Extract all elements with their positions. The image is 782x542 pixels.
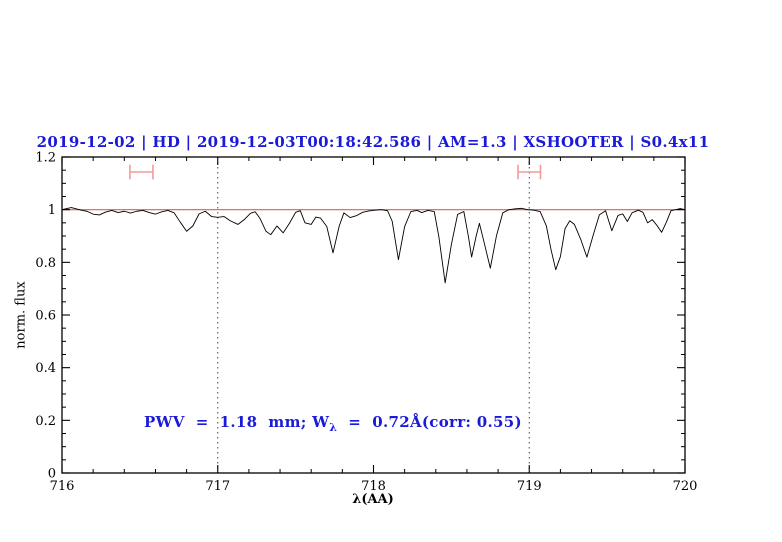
x-tick-label: 718 (361, 479, 386, 494)
plot-title: 2019-12-02 | HD | 2019-12-03T00:18:42.58… (36, 133, 710, 151)
y-tick-label: 0 (48, 467, 56, 482)
y-tick-label: 1.2 (35, 151, 56, 166)
pwv-annotation-post: = 0.72Å(corr: 0.55) (337, 413, 522, 431)
x-tick-label: 716 (50, 479, 75, 494)
x-axis-label: λ(AA) (352, 492, 394, 507)
spectrum-line (61, 207, 686, 284)
x-tick-label: 717 (205, 479, 230, 494)
x-tick-label: 720 (673, 479, 698, 494)
pwv-annotation-lambda-subscript: λ (329, 421, 338, 434)
y-tick-label: 0.8 (35, 256, 56, 271)
pwv-annotation-pre: PWV = 1.18 mm; W (144, 413, 330, 431)
y-tick-label: 0.4 (35, 361, 56, 376)
y-tick-label: 0.2 (35, 414, 56, 429)
y-axis-label: norm. flux (13, 281, 29, 349)
y-tick-label: 1 (48, 203, 56, 218)
x-tick-label: 719 (517, 479, 542, 494)
y-tick-label: 0.6 (35, 309, 56, 324)
pwv-annotation: PWV = 1.18 mm; Wλ = 0.72Å(corr: 0.55) (144, 413, 522, 434)
